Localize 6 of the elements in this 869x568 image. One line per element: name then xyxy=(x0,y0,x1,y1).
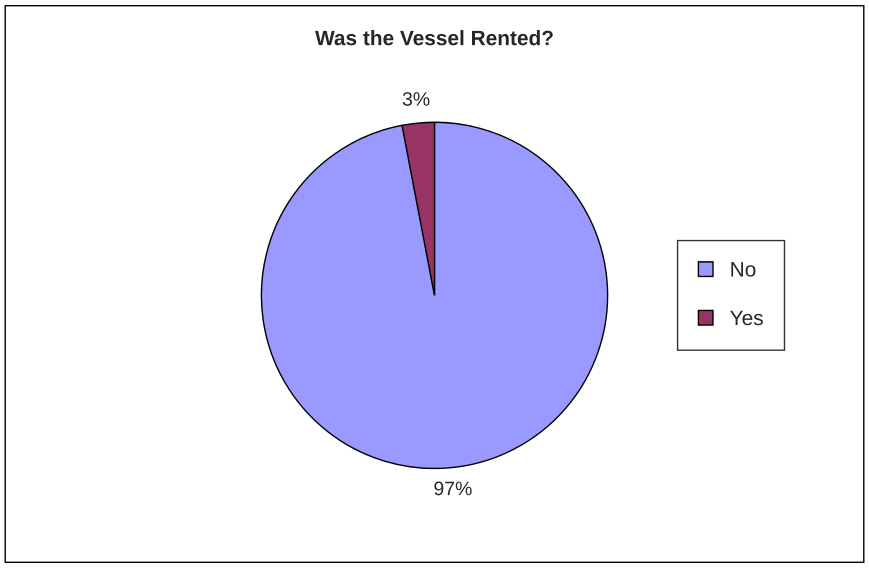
data-label: 97% xyxy=(434,482,472,496)
legend-label: Yes xyxy=(730,310,763,326)
chart-title: Was the Vessel Rented? xyxy=(315,30,553,46)
data-label: 3% xyxy=(402,92,430,106)
pie-slice xyxy=(260,122,608,470)
legend-label: No xyxy=(731,262,756,277)
